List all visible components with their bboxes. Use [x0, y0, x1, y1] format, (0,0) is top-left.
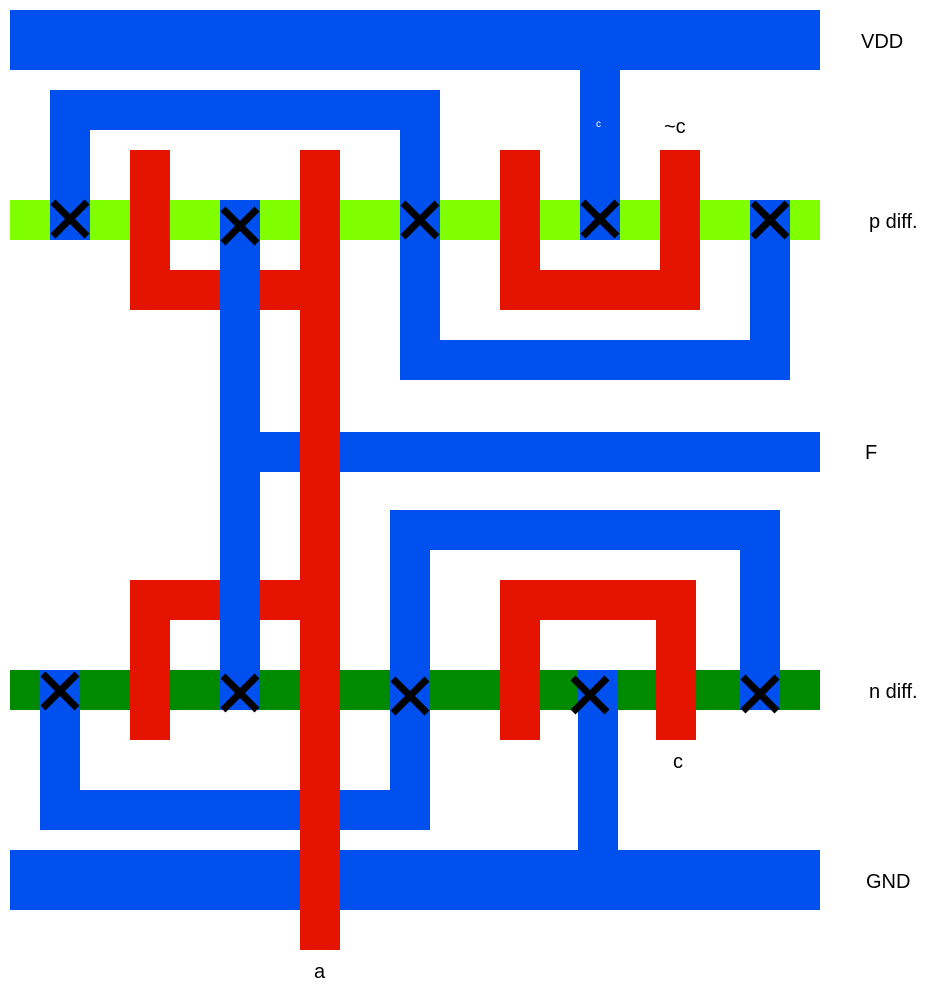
contact-x-mark-icon [50, 199, 90, 239]
contact-stroke [220, 673, 260, 713]
input-not-c-label: ~c [664, 116, 686, 138]
contact-x-mark-icon [570, 675, 610, 715]
poly-c-u-right [656, 580, 696, 740]
contact-stroke [40, 671, 80, 711]
contact-group [40, 199, 790, 716]
contact-x-mark-icon [580, 199, 620, 239]
input-a-label: a [314, 961, 326, 983]
metal-vdd-drop [580, 60, 620, 240]
contact-x-mark-icon [750, 200, 790, 240]
poly-a-bottom-u-top-right [260, 580, 300, 620]
contact-x-mark-icon [740, 674, 780, 714]
contact-x-mark-icon [220, 673, 260, 713]
contact-x-mark-icon [220, 206, 260, 246]
contact-stroke [750, 200, 790, 240]
output-f-label: F [865, 442, 878, 464]
poly-a-bottom-u-top-left [130, 580, 220, 620]
n-diff-label: n diff. [869, 681, 918, 703]
poly-a-top-u-bottom-right [260, 270, 300, 310]
contact-x-mark-icon [390, 676, 430, 716]
contact-stroke [220, 206, 260, 246]
metal-top-loop-far-right [750, 200, 790, 380]
metal-top-loop-bottom [400, 340, 790, 380]
contact-stroke [390, 676, 430, 716]
vdd-rail [10, 10, 820, 70]
contact-stroke [570, 675, 610, 715]
contact-x-mark-icon [400, 200, 440, 240]
contact-stroke [580, 199, 620, 239]
contact-x-mark-icon [40, 671, 80, 711]
metal-top-loop-top [50, 90, 440, 130]
input-c-bottom-label: c [673, 751, 683, 773]
contact-stroke [50, 199, 90, 239]
contact-stroke [740, 674, 780, 714]
metal-bottom-loop-top [390, 510, 780, 550]
contact-stroke [400, 200, 440, 240]
poly-a-trunk [300, 150, 340, 950]
metal-bottom-loop-bottom [40, 790, 430, 830]
input-c-top-label: c [596, 119, 601, 130]
vdd-label: VDD [861, 31, 904, 53]
p-diff-label: p diff. [869, 211, 918, 233]
metal-bottom-loop-mid [390, 510, 430, 830]
gnd-rail [10, 850, 820, 910]
gnd-label: GND [866, 871, 911, 893]
poly-a-top-u-bottom-left [130, 270, 220, 310]
poly-not-c-u-right [660, 150, 700, 310]
metal-bottom-loop-left [40, 670, 80, 830]
